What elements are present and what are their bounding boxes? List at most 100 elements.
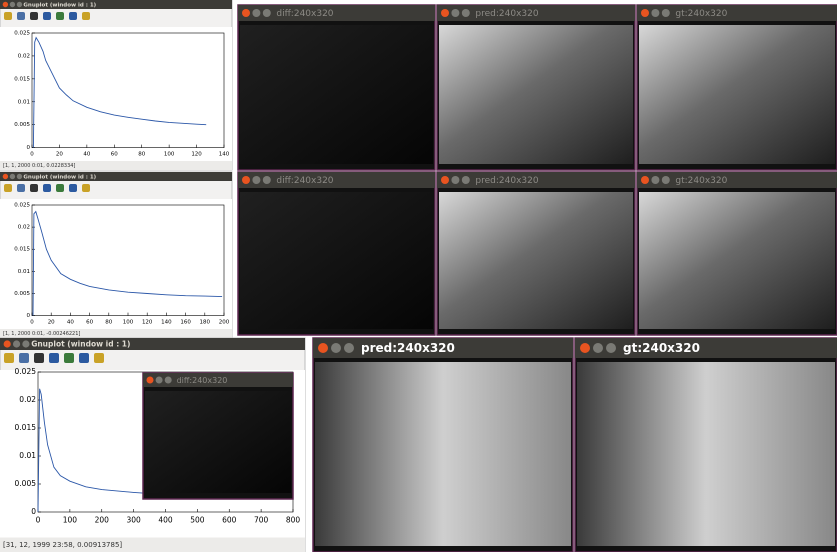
y-tick-label: 0.02 bbox=[18, 225, 30, 231]
close-button bbox=[580, 343, 590, 353]
toolbar-icon[interactable] bbox=[82, 12, 90, 20]
x-tick-label: 180 bbox=[200, 320, 211, 326]
toolbar-icon[interactable] bbox=[56, 184, 64, 192]
toolbar-icon[interactable] bbox=[17, 184, 25, 192]
maximize-button bbox=[16, 1, 23, 8]
close-button bbox=[441, 176, 449, 184]
maximize-button bbox=[164, 376, 172, 384]
toolbar-icon[interactable] bbox=[4, 184, 12, 192]
maximize-button bbox=[16, 173, 23, 180]
title-bar bbox=[143, 373, 293, 387]
y-tick-label: 0.02 bbox=[18, 53, 30, 59]
image-window: diff:240x320 bbox=[237, 171, 436, 336]
maximize-button bbox=[606, 343, 616, 353]
x-tick-label: 120 bbox=[142, 320, 153, 326]
window-title: pred:240x320 bbox=[361, 341, 455, 355]
image-content bbox=[145, 391, 291, 493]
window-title: Gnuplot (window id : 1) bbox=[23, 3, 96, 9]
image-content bbox=[240, 25, 433, 164]
toolbar-icon[interactable] bbox=[30, 12, 38, 20]
x-tick-label: 0 bbox=[36, 516, 41, 525]
toolbar-icon[interactable] bbox=[82, 184, 90, 192]
x-tick-label: 100 bbox=[164, 152, 175, 158]
image-window: diff:240x320 bbox=[237, 4, 436, 171]
gnuplot-window: Gnuplot (window id : 1) [1, 1, 2000 0:01,… bbox=[0, 0, 233, 171]
close-button bbox=[641, 9, 649, 17]
y-tick-label: 0 bbox=[27, 145, 31, 151]
y-tick-label: 0.005 bbox=[14, 122, 30, 128]
x-tick-label: 60 bbox=[86, 320, 93, 326]
toolbar-icon[interactable] bbox=[43, 12, 51, 20]
close-button bbox=[2, 1, 9, 8]
loss-line bbox=[32, 210, 223, 316]
toolbar-icon[interactable] bbox=[56, 12, 64, 20]
close-button bbox=[441, 9, 449, 17]
x-tick-label: 40 bbox=[67, 320, 74, 326]
image-window: gt:240x320 bbox=[574, 337, 837, 553]
status-bar bbox=[0, 329, 232, 338]
x-tick-label: 80 bbox=[105, 320, 112, 326]
title-bar bbox=[0, 172, 232, 181]
y-tick-label: 0.015 bbox=[14, 247, 30, 253]
window-title: pred:240x320 bbox=[475, 176, 538, 186]
title-bar bbox=[437, 5, 635, 21]
close-button bbox=[3, 340, 11, 348]
x-tick-label: 140 bbox=[219, 152, 230, 158]
minimize-button bbox=[331, 343, 341, 353]
window-title: gt:240x320 bbox=[675, 9, 727, 19]
x-tick-label: 300 bbox=[126, 516, 141, 525]
minimize-button bbox=[252, 176, 261, 184]
y-tick-label: 0.025 bbox=[14, 31, 30, 37]
y-tick-label: 0.01 bbox=[19, 451, 36, 460]
x-tick-label: 40 bbox=[83, 152, 90, 158]
x-tick-label: 100 bbox=[123, 320, 134, 326]
x-tick-label: 60 bbox=[111, 152, 118, 158]
x-tick-label: 100 bbox=[63, 516, 78, 525]
toolbar-icon[interactable] bbox=[94, 353, 104, 363]
x-tick-label: 700 bbox=[254, 516, 269, 525]
window-title: diff:240x320 bbox=[276, 176, 333, 186]
title-bar bbox=[437, 172, 635, 188]
maximize-button bbox=[461, 176, 470, 184]
y-tick-label: 0.015 bbox=[14, 76, 30, 82]
toolbar-icon[interactable] bbox=[4, 12, 12, 20]
maximize-button bbox=[22, 340, 30, 348]
toolbar-icon[interactable] bbox=[69, 12, 77, 20]
status-bar bbox=[0, 537, 305, 552]
window-title: diff:240x320 bbox=[276, 9, 333, 19]
close-button bbox=[2, 173, 9, 180]
window-title: gt:240x320 bbox=[623, 341, 700, 355]
x-tick-label: 140 bbox=[161, 320, 172, 326]
x-tick-label: 20 bbox=[56, 152, 63, 158]
toolbar-icon[interactable] bbox=[49, 353, 59, 363]
toolbar-icon[interactable] bbox=[17, 12, 25, 20]
window-title: gt:240x320 bbox=[675, 176, 727, 186]
toolbar-icon[interactable] bbox=[30, 184, 38, 192]
y-tick-label: 0.025 bbox=[15, 367, 37, 376]
x-tick-label: 500 bbox=[190, 516, 205, 525]
maximize-button bbox=[344, 343, 354, 353]
toolbar-icon[interactable] bbox=[34, 353, 44, 363]
toolbar-icon[interactable] bbox=[64, 353, 74, 363]
title-bar bbox=[313, 338, 573, 358]
toolbar-icon[interactable] bbox=[19, 353, 29, 363]
image-window: pred:240x320 bbox=[312, 337, 574, 553]
y-tick-label: 0.015 bbox=[15, 423, 37, 432]
toolbar-icon[interactable] bbox=[69, 184, 77, 192]
x-tick-label: 20 bbox=[48, 320, 55, 326]
x-tick-label: 200 bbox=[219, 320, 230, 326]
minimize-button bbox=[651, 176, 660, 184]
toolbar-icon[interactable] bbox=[79, 353, 89, 363]
image-content bbox=[439, 25, 633, 164]
x-tick-label: 160 bbox=[180, 320, 191, 326]
x-tick-label: 600 bbox=[222, 516, 237, 525]
image-content bbox=[577, 362, 835, 546]
toolbar-icon[interactable] bbox=[4, 353, 14, 363]
close-button bbox=[242, 176, 250, 184]
toolbar-icon[interactable] bbox=[43, 184, 51, 192]
close-button bbox=[242, 9, 250, 17]
status-text: [31, 12, 1999 23:58, 0.00913785] bbox=[3, 541, 122, 549]
status-bar bbox=[0, 161, 232, 170]
y-tick-label: 0.005 bbox=[14, 291, 30, 297]
